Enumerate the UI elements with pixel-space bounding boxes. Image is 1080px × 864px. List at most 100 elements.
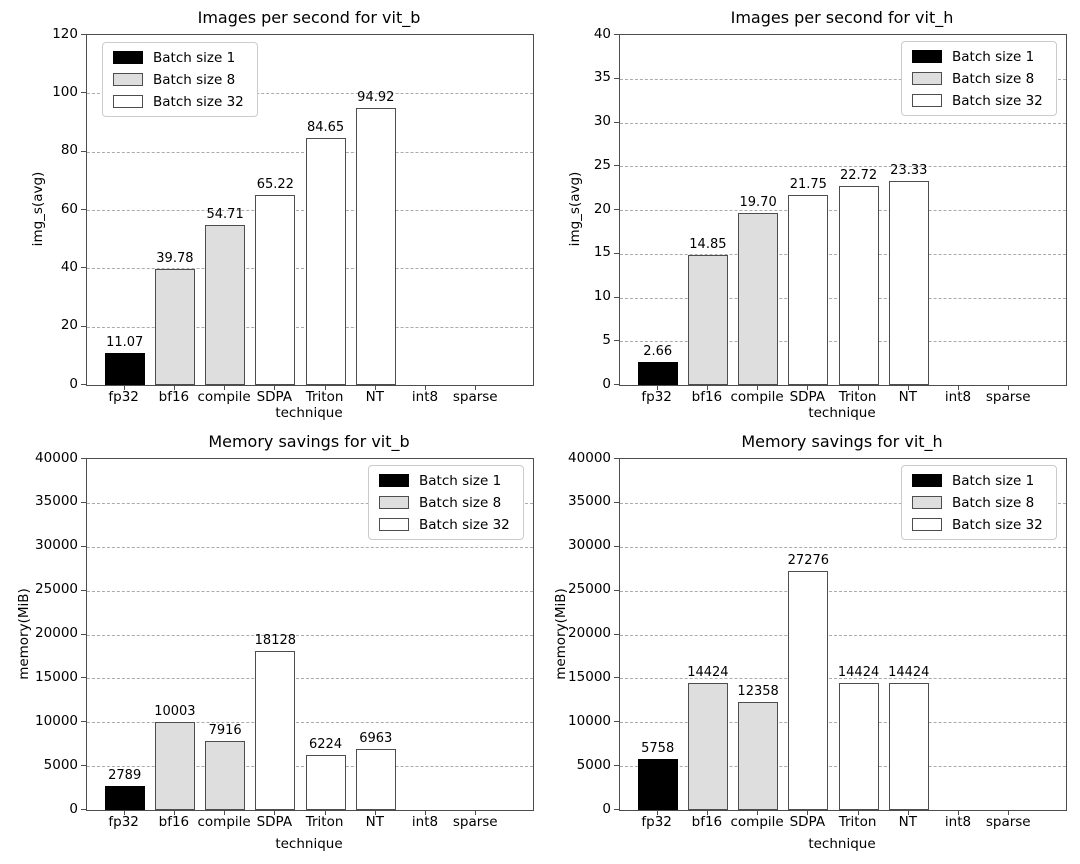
bar-value-label: 54.71 [206, 207, 244, 222]
y-tick-mark [81, 325, 86, 327]
x-axis-title: technique [275, 405, 343, 421]
y-tick-label: 100 [52, 83, 78, 100]
bar-bf16 [154, 722, 195, 810]
x-tick-mark [173, 385, 175, 390]
x-tick-label: fp32 [108, 389, 139, 405]
y-tick-label: 25000 [35, 581, 78, 598]
y-tick-mark [614, 545, 619, 547]
legend-item: Batch size 8 [379, 494, 513, 511]
x-axis-title: technique [808, 405, 876, 421]
y-tick-label: 25000 [568, 581, 611, 598]
bar-value-label: 12358 [737, 684, 779, 699]
legend-item: Batch size 1 [912, 48, 1046, 65]
bar-value-label: 94.92 [357, 90, 395, 105]
y-tick-label: 0 [602, 375, 611, 392]
x-tick-mark [224, 810, 226, 815]
legend-item: Batch size 32 [912, 516, 1046, 533]
chart-title: Memory savings for vit_b [208, 432, 410, 451]
legend-item: Batch size 32 [113, 93, 247, 110]
x-tick-mark [907, 810, 909, 815]
y-tick-mark [614, 209, 619, 210]
x-tick-label: bf16 [691, 389, 723, 405]
bar-value-label: 5758 [641, 741, 675, 756]
bar-value-label: 14424 [687, 665, 729, 680]
y-tick-label: 0 [602, 800, 611, 817]
x-tick-label: int8 [944, 389, 972, 405]
legend-item: Batch size 32 [912, 92, 1046, 109]
y-tick-label: 20000 [35, 625, 78, 641]
legend-item: Batch size 8 [912, 494, 1046, 511]
legend: Batch size 1 Batch size 8 Batch size 32 [901, 41, 1057, 116]
bar-value-label: 65.22 [256, 177, 294, 192]
y-tick-label: 30000 [568, 537, 611, 554]
x-tick-label: SDPA [789, 814, 826, 830]
x-tick-label: NT [898, 814, 917, 830]
legend-item: Batch size 1 [113, 49, 247, 66]
bar-compile [205, 225, 246, 385]
legend-swatch-batch32 [113, 95, 143, 108]
legend-item: Batch size 8 [912, 70, 1046, 87]
bar-value-label: 84.65 [306, 120, 345, 135]
legend-swatch-batch1 [912, 50, 942, 63]
chart-title: Images per second for vit_b [197, 8, 421, 27]
bar-SDPA [788, 571, 829, 810]
gridline [620, 502, 1066, 504]
x-tick-mark [123, 810, 125, 815]
legend-swatch-batch32 [379, 518, 409, 531]
y-tick-mark [614, 765, 619, 767]
bar-value-label: 6224 [309, 737, 343, 752]
y-tick-mark [81, 809, 86, 810]
y-tick-label: 5000 [576, 756, 611, 773]
x-tick-label: bf16 [158, 814, 190, 830]
gridline [620, 678, 1066, 680]
y-tick-mark [81, 150, 86, 152]
bar-value-label: 10003 [154, 704, 196, 719]
x-tick-mark [706, 385, 708, 390]
y-tick-mark [81, 458, 86, 459]
x-tick-label: sparse [985, 814, 1031, 830]
y-tick-label: 20 [593, 200, 611, 217]
gridline [620, 634, 1066, 636]
plot-area: 2789 10003 7916 18128 6224 6963 [86, 458, 534, 811]
plot-area: 5758 14424 12358 27276 14424 14424 [619, 458, 1067, 811]
x-tick-mark [123, 385, 125, 390]
y-tick-mark [81, 677, 86, 679]
y-tick-label: 40000 [568, 449, 611, 466]
bar-value-label: 18128 [254, 633, 297, 648]
legend-label: Batch size 1 [952, 48, 1035, 65]
legend-label: Batch size 1 [419, 472, 502, 489]
bar-NT [355, 108, 396, 385]
x-tick-mark [1008, 385, 1010, 390]
x-axis-title: technique [275, 836, 343, 852]
y-tick-mark [81, 633, 86, 635]
bar-Triton [305, 755, 346, 810]
gridline [620, 78, 1066, 80]
legend-swatch-batch32 [912, 518, 942, 531]
x-tick-label: NT [898, 389, 917, 405]
bar-value-label: 19.70 [739, 195, 777, 210]
y-tick-mark [614, 121, 619, 123]
bar-value-label: 27276 [787, 553, 830, 568]
bar-fp32 [104, 786, 145, 810]
y-tick-label: 40 [593, 25, 611, 42]
x-tick-label: sparse [452, 814, 498, 830]
bar-bf16 [154, 269, 195, 385]
x-tick-label: fp32 [641, 389, 672, 405]
bar-value-label: 14424 [837, 665, 880, 680]
x-tick-mark [907, 385, 909, 390]
y-tick-mark [614, 589, 619, 591]
legend-swatch-batch1 [113, 51, 143, 64]
gridline [620, 122, 1066, 124]
x-tick-mark [475, 810, 477, 815]
x-tick-label: Triton [305, 389, 344, 405]
legend-label: Batch size 8 [153, 71, 236, 88]
chart-images-per-second-vit-h: Images per second for vit_h img_s(avg) 2… [540, 0, 1080, 432]
x-tick-mark [706, 810, 708, 815]
bar-value-label: 21.75 [789, 177, 827, 192]
y-tick-mark [81, 501, 86, 503]
chart-title: Images per second for vit_h [730, 8, 954, 27]
y-tick-label: 10 [593, 288, 611, 304]
y-tick-mark [614, 677, 619, 679]
bar-compile [738, 213, 779, 385]
